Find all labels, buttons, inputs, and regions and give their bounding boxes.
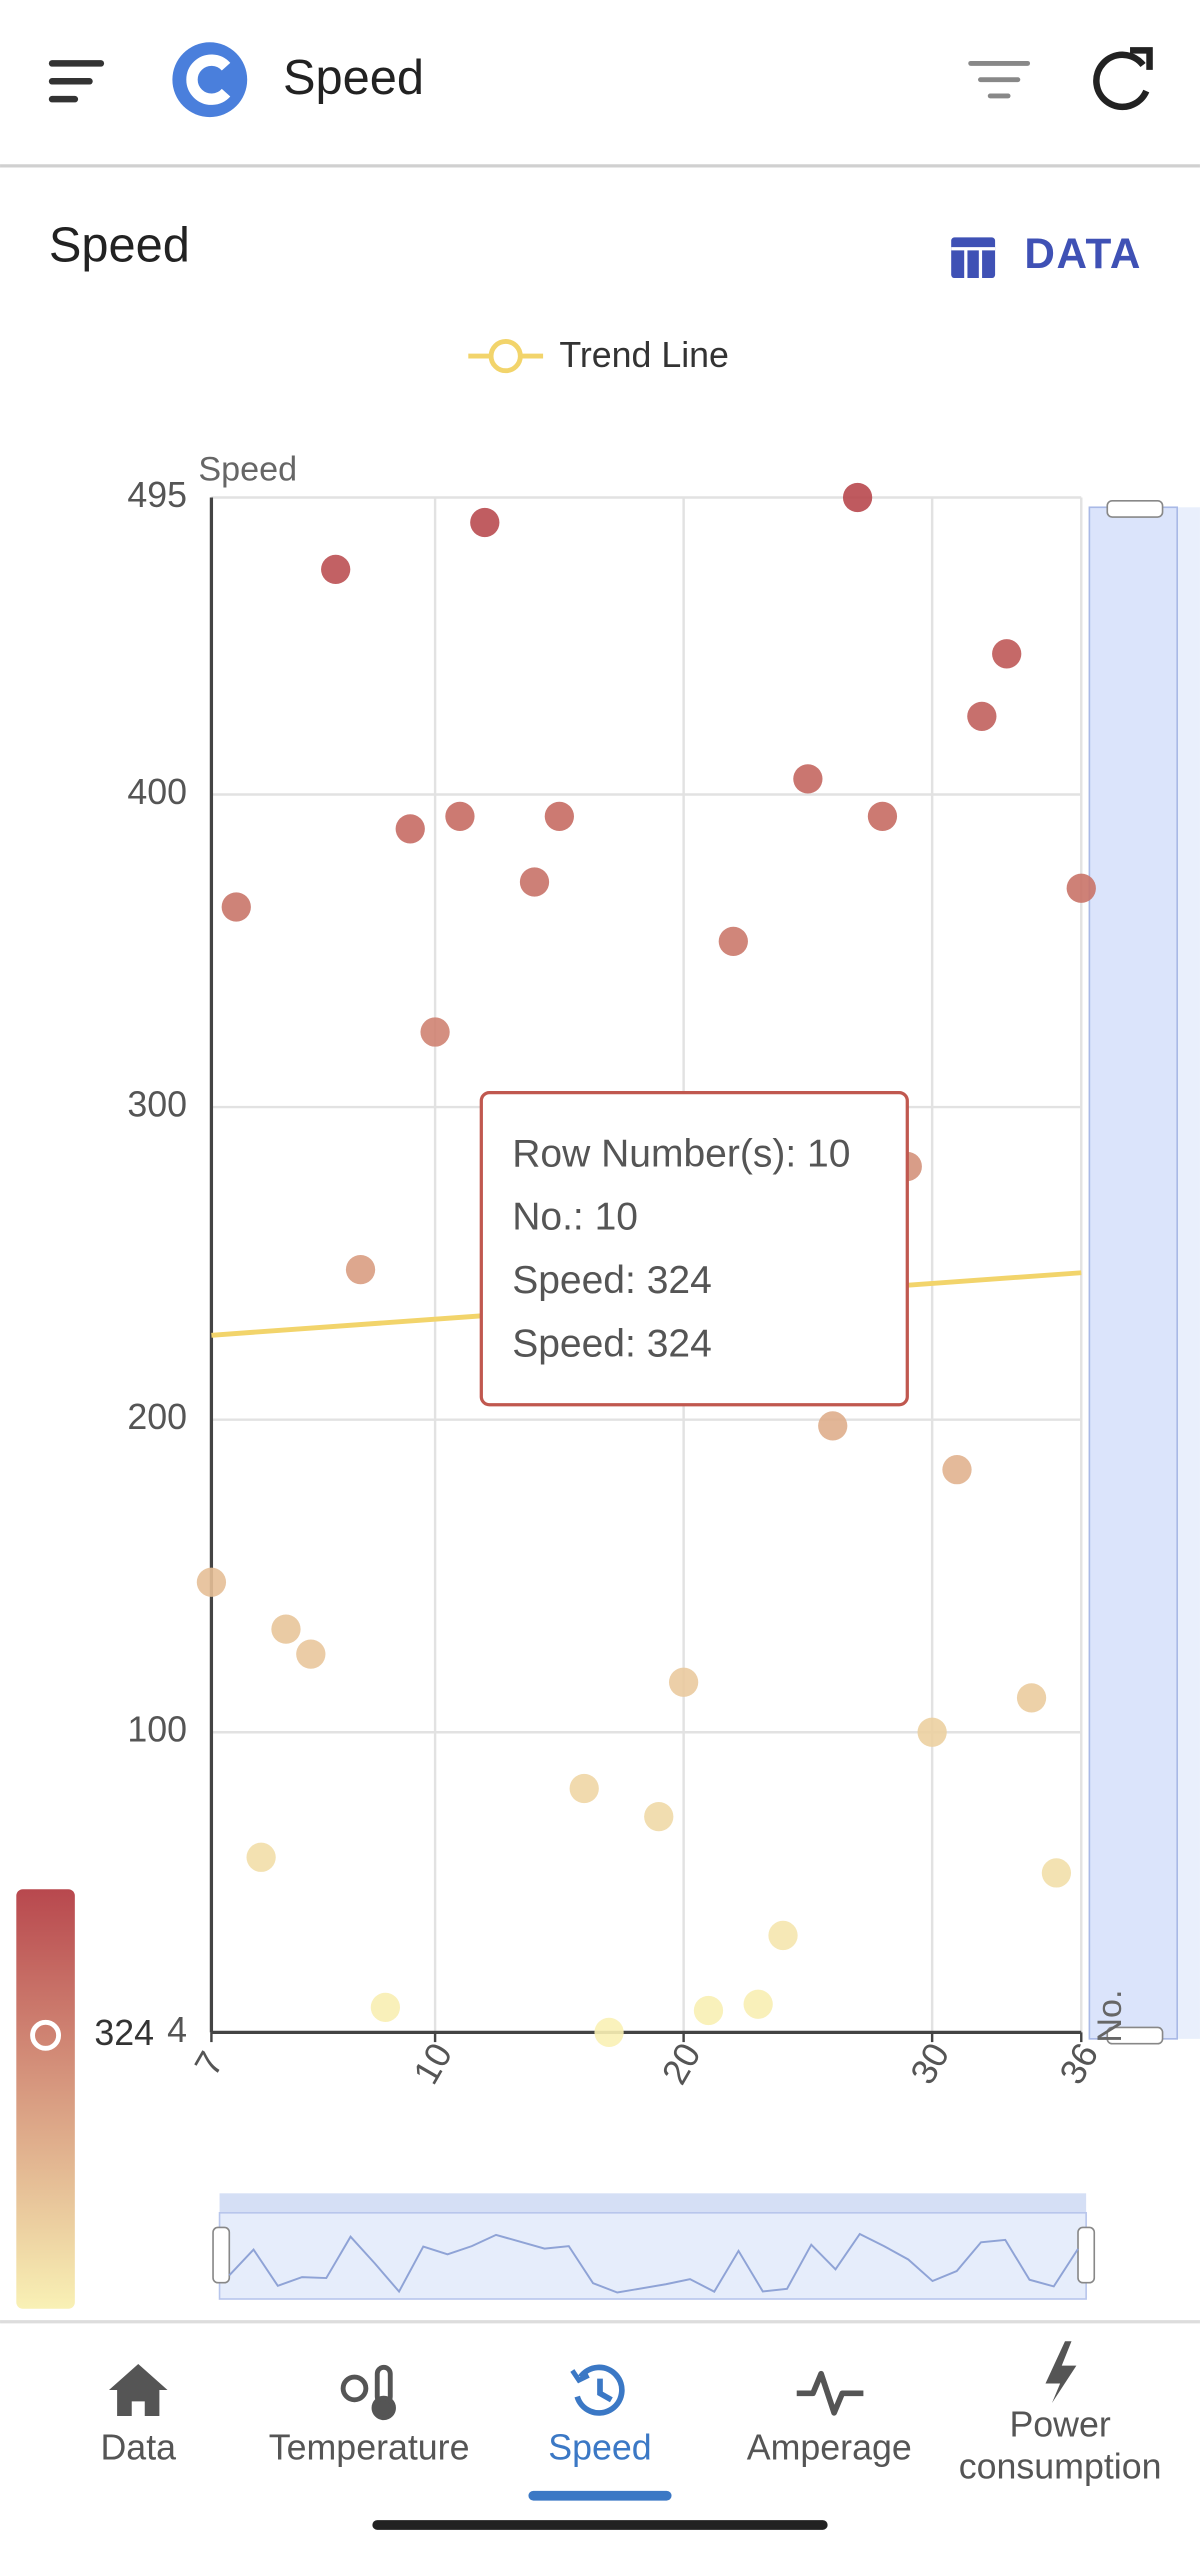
y-zoom-window[interactable] xyxy=(1088,506,1178,2040)
y-tick-label: 4 xyxy=(167,2010,187,2050)
nav-icon-home[interactable] xyxy=(108,2364,168,2417)
data-point[interactable] xyxy=(818,1411,848,1441)
tooltip xyxy=(479,1090,909,1407)
refresh-button[interactable] xyxy=(1093,47,1153,111)
y-axis-name: Speed xyxy=(198,451,297,489)
x-axis-name: No. xyxy=(1091,1990,1129,2043)
nav-label[interactable]: Temperature xyxy=(269,2428,470,2468)
y-zoom-handle[interactable] xyxy=(1106,2026,1164,2045)
y-tick-label: 100 xyxy=(127,1710,187,1750)
tooltip-line: Row Number(s): 10 xyxy=(512,1132,850,1175)
tooltip-line: Speed: 324 xyxy=(512,1259,712,1302)
visual-map-pointer[interactable] xyxy=(30,2019,62,2051)
visual-map-value: 324 xyxy=(94,2013,154,2053)
legend-label[interactable]: Trend Line xyxy=(559,335,729,375)
data-point[interactable] xyxy=(793,764,823,794)
data-point[interactable] xyxy=(221,892,251,922)
data-point[interactable] xyxy=(693,1995,724,2026)
data-point[interactable] xyxy=(296,1639,326,1669)
tooltip-line: No.: 10 xyxy=(512,1196,638,1239)
x-zoom-bar[interactable] xyxy=(219,2193,1087,2213)
data-point[interactable] xyxy=(967,701,997,731)
data-point[interactable] xyxy=(395,814,425,844)
data-point[interactable] xyxy=(1041,1858,1072,1888)
nav-active-indicator xyxy=(528,2490,672,2501)
filter-button[interactable] xyxy=(968,60,1031,99)
data-point[interactable] xyxy=(370,1992,401,2022)
x-tick-label: 36 xyxy=(1052,2036,1107,2090)
data-point[interactable] xyxy=(668,1667,699,1697)
data-button-label[interactable]: DATA xyxy=(1024,230,1142,277)
data-point[interactable] xyxy=(519,867,550,897)
data-point[interactable] xyxy=(768,1920,798,1951)
data-button[interactable]: DATA xyxy=(951,230,1142,279)
x-tick-label: 10 xyxy=(406,2036,461,2090)
x-tick-label: 7 xyxy=(187,2045,232,2082)
data-point[interactable] xyxy=(917,1717,947,1747)
x-tick-label: 30 xyxy=(903,2036,958,2090)
data-point[interactable] xyxy=(470,507,500,538)
data-point[interactable] xyxy=(1066,873,1096,903)
x-zoom-handle[interactable] xyxy=(1077,2226,1096,2284)
data-point[interactable] xyxy=(420,1017,450,1047)
y-tick-label: 300 xyxy=(127,1085,187,1125)
visual-map-bar[interactable] xyxy=(16,1889,75,2309)
y-tick-label: 400 xyxy=(127,772,187,812)
nav-icon-power[interactable] xyxy=(1045,2341,1077,2404)
nav-label[interactable]: Data xyxy=(100,2428,176,2468)
data-point[interactable] xyxy=(445,801,475,831)
data-point[interactable] xyxy=(569,1773,599,1804)
x-tick-label: 20 xyxy=(654,2036,709,2090)
legend-marker[interactable] xyxy=(488,338,523,374)
y-zoom-handle[interactable] xyxy=(1106,499,1164,518)
data-point[interactable] xyxy=(842,482,873,513)
data-point[interactable] xyxy=(718,926,748,957)
data-point[interactable] xyxy=(644,1802,674,1832)
nav-icon-speed[interactable] xyxy=(570,2364,625,2416)
y-tick-label: 495 xyxy=(127,475,187,515)
data-point[interactable] xyxy=(1016,1683,1047,1713)
zoom-preview-line xyxy=(228,2232,1079,2294)
menu-button[interactable] xyxy=(48,60,105,103)
nav-icon-amperage[interactable] xyxy=(796,2370,864,2416)
data-point[interactable] xyxy=(271,1614,301,1644)
data-point[interactable] xyxy=(345,1254,376,1285)
data-point[interactable] xyxy=(867,801,898,831)
data-point[interactable] xyxy=(942,1455,972,1485)
data-point[interactable] xyxy=(743,1989,773,2019)
data-point[interactable] xyxy=(992,639,1022,669)
data-point[interactable] xyxy=(246,1842,276,1872)
nav-icon-temperature[interactable] xyxy=(340,2364,396,2421)
data-point[interactable] xyxy=(594,2017,624,2047)
x-zoom-handle[interactable] xyxy=(212,2226,231,2284)
y-tick-label: 200 xyxy=(127,1397,187,1437)
card-title: Speed xyxy=(49,219,190,273)
nav-label[interactable]: Power consumption xyxy=(959,2405,1162,2487)
nav-label[interactable]: Speed xyxy=(548,2428,651,2468)
app-title: Speed xyxy=(283,51,424,105)
app-logo xyxy=(172,42,248,118)
data-point[interactable] xyxy=(544,801,574,831)
data-point[interactable] xyxy=(321,554,351,585)
home-indicator xyxy=(372,2520,828,2530)
data-point[interactable] xyxy=(196,1567,227,1597)
tooltip-line: Speed: 324 xyxy=(512,1323,712,1366)
nav-label[interactable]: Amperage xyxy=(747,2428,912,2468)
